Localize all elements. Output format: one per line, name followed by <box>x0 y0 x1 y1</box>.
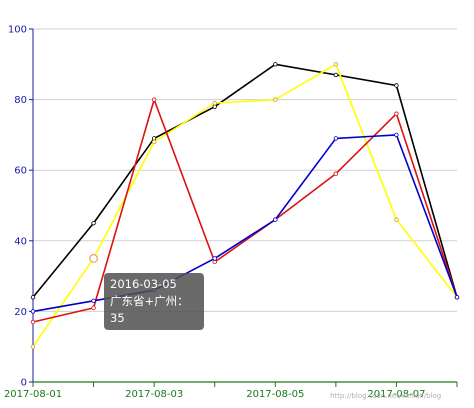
data-point <box>333 72 339 78</box>
x-tick-label: 2017-08-01 <box>4 389 62 400</box>
y-tick-label: 80 <box>14 95 27 106</box>
x-tick-label: 2017-08-03 <box>125 389 183 400</box>
y-tick-label: 100 <box>8 25 27 36</box>
data-point <box>394 217 399 222</box>
y-tick-label: 20 <box>14 307 27 318</box>
y-tick-label: 0 <box>21 378 27 389</box>
x-tick-label: 2017-08-07 <box>367 389 425 400</box>
data-point <box>394 111 399 116</box>
highlight-point <box>89 254 98 263</box>
data-point <box>212 259 217 265</box>
data-point <box>273 62 278 67</box>
series-line-0 <box>32 63 458 298</box>
data-point <box>91 220 96 226</box>
data-point <box>30 344 36 349</box>
y-tick-label: 60 <box>14 166 27 177</box>
data-point <box>333 62 339 67</box>
data-point <box>30 319 36 325</box>
data-point <box>91 305 96 311</box>
data-point <box>394 83 399 88</box>
tooltip-label: 广东省+广州：35 <box>110 294 189 325</box>
data-point <box>273 217 278 222</box>
data-point <box>151 136 157 141</box>
data-point <box>333 136 339 141</box>
data-point <box>212 256 217 261</box>
series-line-2 <box>32 98 458 323</box>
data-point <box>151 97 157 102</box>
data-point <box>151 139 157 145</box>
data-point <box>454 295 460 300</box>
tooltip-title: 2016-03-05 <box>110 277 177 291</box>
data-point <box>30 309 36 314</box>
data-point <box>333 171 339 176</box>
data-point <box>212 100 217 106</box>
data-point <box>30 295 36 300</box>
tooltip: 2016-03-05 广东省+广州：35 <box>104 273 204 330</box>
series-line-3 <box>32 134 458 313</box>
data-point <box>394 132 399 138</box>
data-point <box>91 298 96 304</box>
y-tick-label: 40 <box>14 236 27 247</box>
data-point <box>212 104 217 109</box>
series-line-1 <box>32 63 458 348</box>
watermark: http://blog.csdn.net/weixin/blog <box>330 392 442 400</box>
data-point <box>273 97 278 102</box>
x-tick-label: 2017-08-05 <box>246 389 304 400</box>
